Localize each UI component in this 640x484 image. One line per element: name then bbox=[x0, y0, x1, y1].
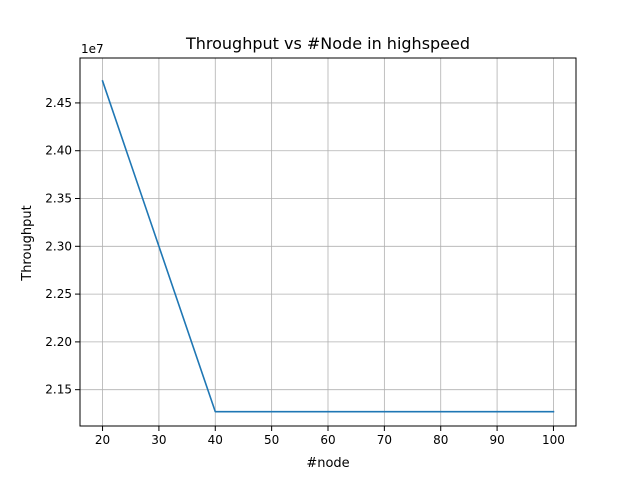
chart-title: Throughput vs #Node in highspeed bbox=[185, 34, 470, 53]
y-tick-label: 2.45 bbox=[45, 96, 72, 110]
y-tick-label: 2.35 bbox=[45, 192, 72, 206]
y-tick-label: 2.40 bbox=[45, 144, 72, 158]
x-tick-label: 80 bbox=[433, 433, 448, 447]
grid bbox=[80, 58, 576, 426]
y-tick-label: 2.20 bbox=[45, 335, 72, 349]
x-tick-label: 100 bbox=[542, 433, 565, 447]
series-line bbox=[101, 79, 555, 413]
x-tick-label: 90 bbox=[489, 433, 504, 447]
x-axis-label: #node bbox=[306, 456, 349, 471]
series-layer bbox=[101, 79, 555, 413]
y-axis-offset-label: 1e7 bbox=[81, 42, 104, 56]
x-tick-label: 40 bbox=[208, 433, 223, 447]
y-tick-label: 2.15 bbox=[45, 383, 72, 397]
x-tick-label: 60 bbox=[320, 433, 335, 447]
y-axis-label: Throughput bbox=[20, 205, 35, 282]
x-tick-label: 50 bbox=[264, 433, 279, 447]
y-tick-label: 2.30 bbox=[45, 239, 72, 253]
x-tick-label: 30 bbox=[151, 433, 166, 447]
y-tick-label: 2.25 bbox=[45, 287, 72, 301]
x-tick-label: 70 bbox=[377, 433, 392, 447]
y-axis: 2.15 2.20 2.25 2.30 2.35 2.40 2.45 bbox=[45, 96, 80, 397]
x-tick-label: 20 bbox=[95, 433, 110, 447]
x-axis: 20 30 40 50 60 70 80 90 100 bbox=[95, 426, 565, 447]
